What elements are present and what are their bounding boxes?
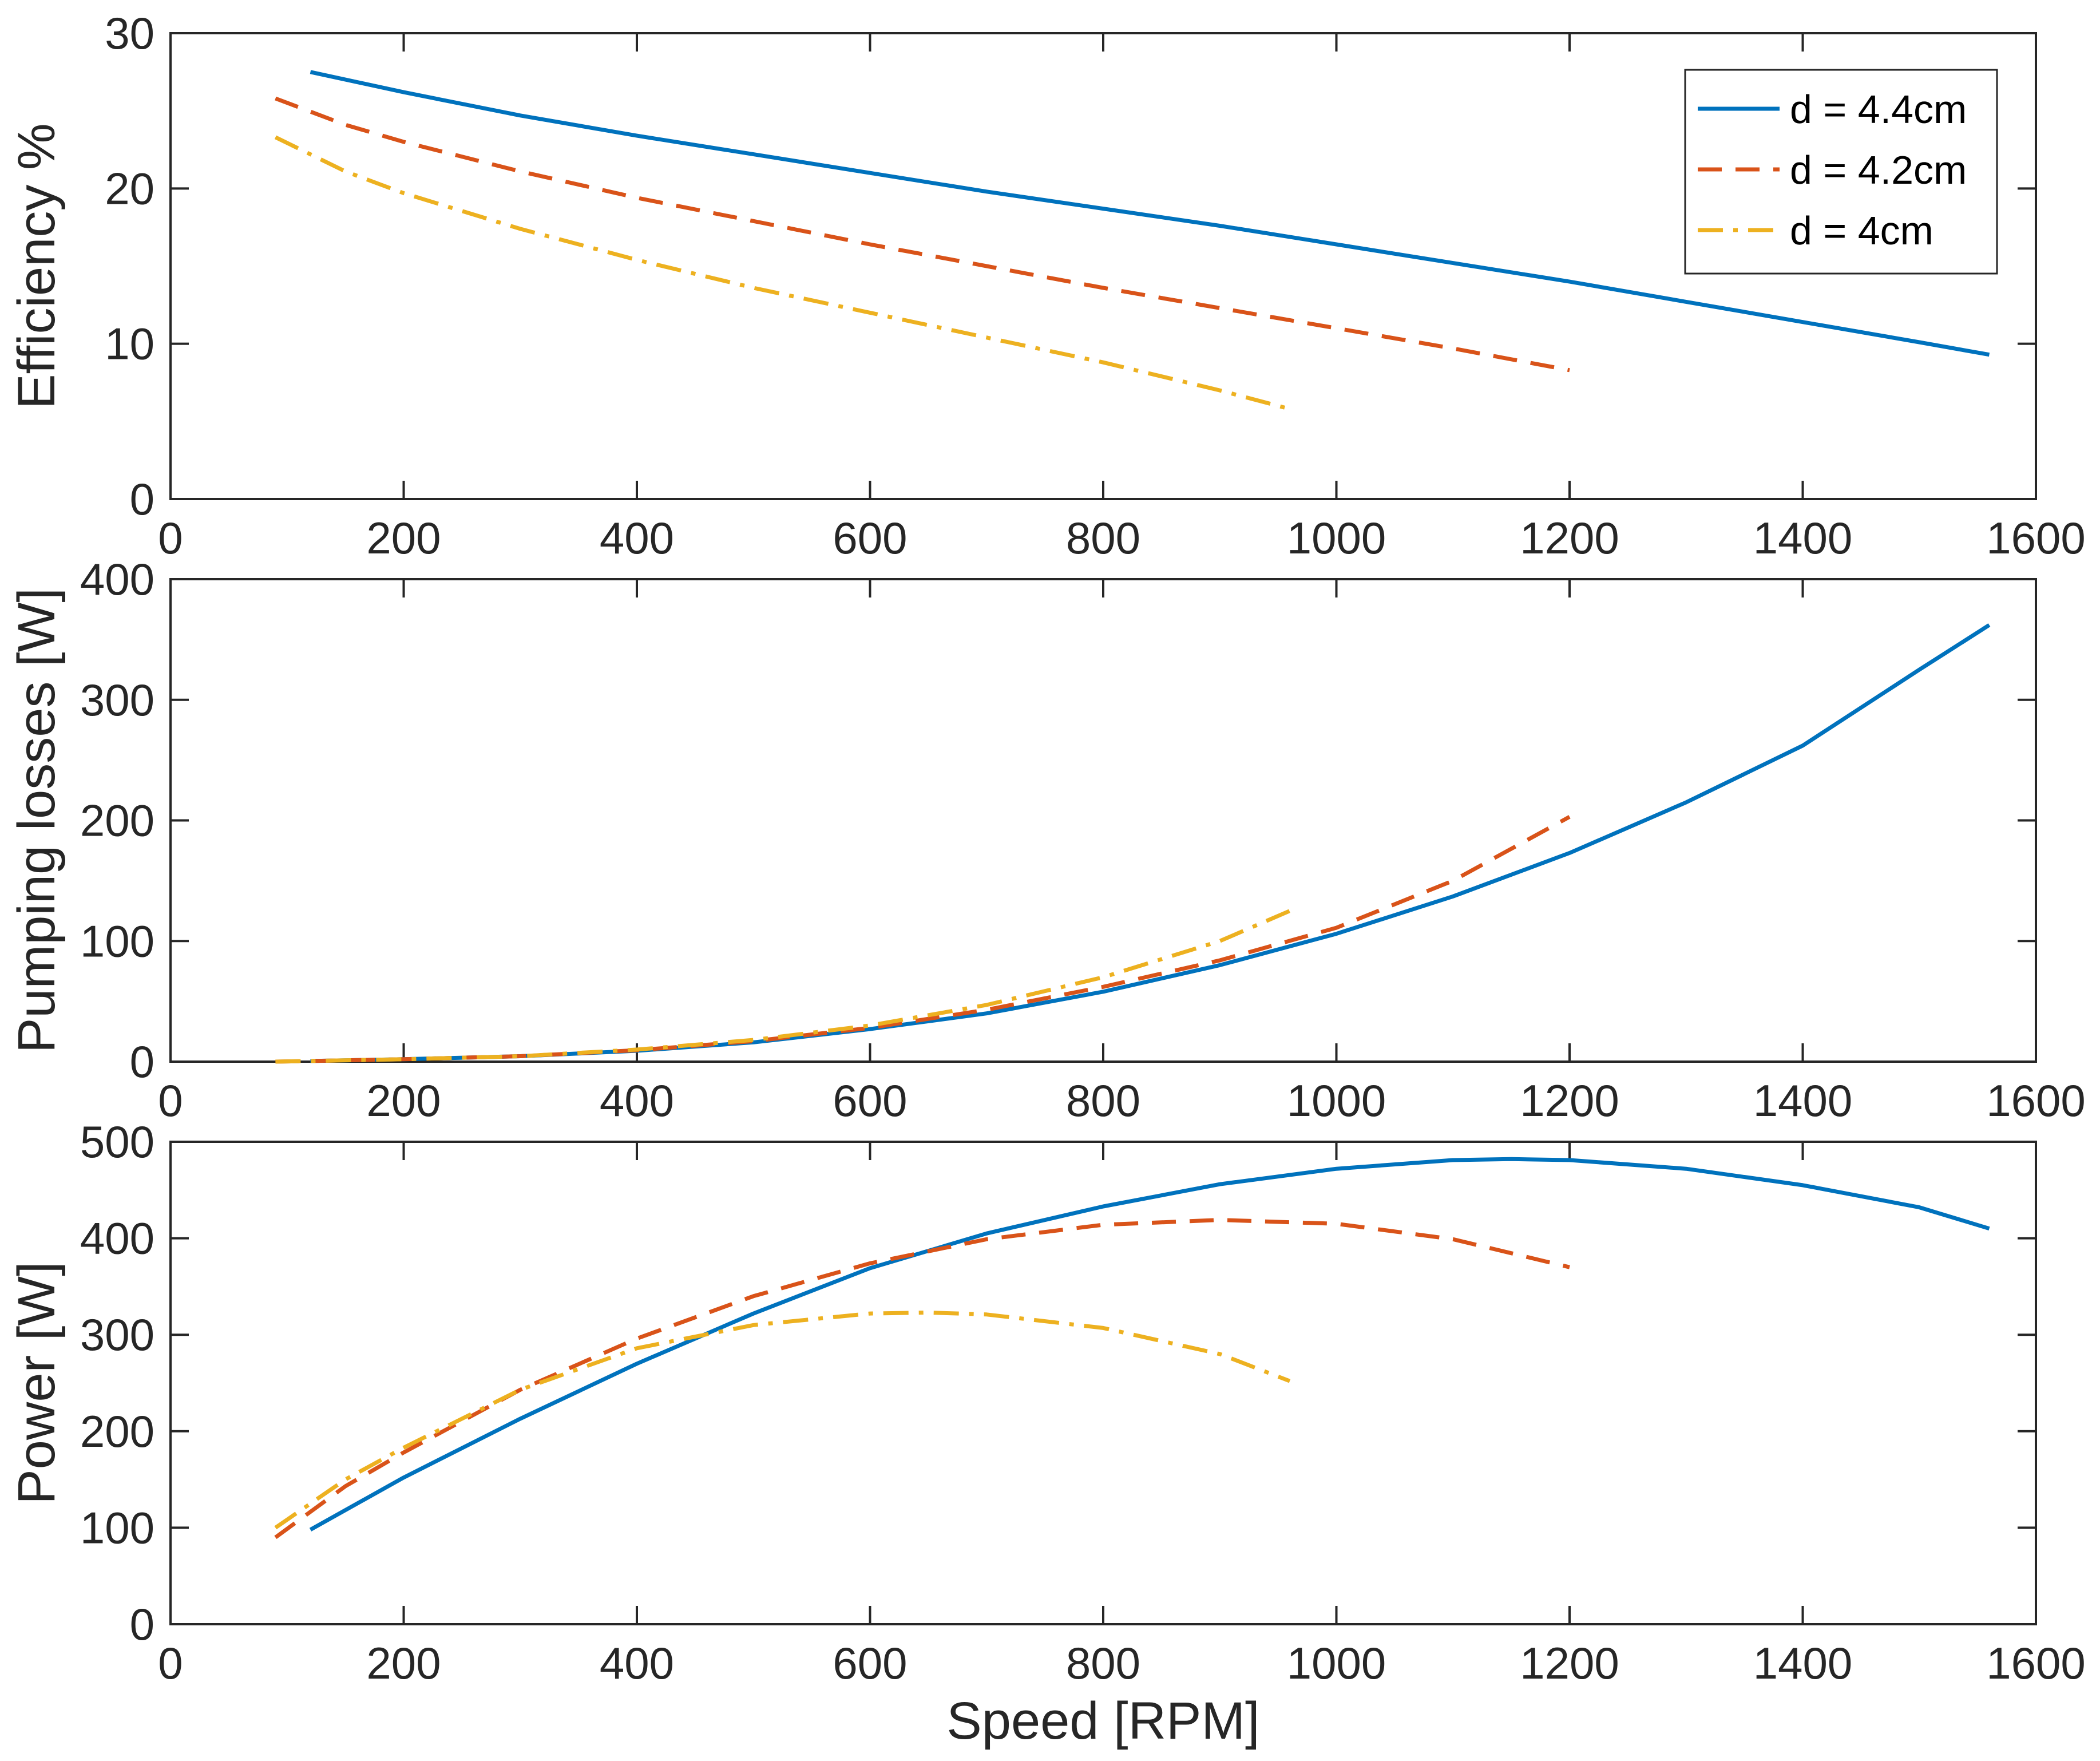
x-tick-label: 400 [600,1075,674,1126]
y-tick-label: 300 [80,1309,154,1360]
x-tick-label: 0 [158,1075,183,1126]
x-tick-label: 1000 [1287,1638,1386,1688]
x-tick-label: 800 [1066,1638,1140,1688]
x-tick-label: 0 [158,1638,183,1688]
x-tick-label: 1600 [1986,1638,2086,1688]
legend-label-2: d = 4.2cm [1790,148,1967,192]
y-tick-label: 200 [80,1406,154,1457]
x-tick-label: 400 [600,513,674,563]
y-tick-label: 100 [80,916,154,966]
x-tick-label: 1200 [1520,1075,1619,1126]
x-tick-label: 1200 [1520,1638,1619,1688]
x-tick-label: 600 [833,1075,907,1126]
series-line-2 [275,815,1571,1064]
y-tick-label: 0 [130,1599,154,1649]
x-axis-label: Speed [RPM] [946,1692,1259,1750]
y-tick-label: 400 [80,1213,154,1264]
y-tick-label: 400 [80,554,154,604]
x-tick-label: 800 [1066,513,1140,563]
legend-box [1684,69,1998,275]
y-tick-label: 100 [80,1502,154,1553]
x-tick-label: 1000 [1287,513,1386,563]
x-tick-label: 0 [158,513,183,563]
x-tick-label: 1200 [1520,513,1619,563]
y-tick-label: 200 [80,796,154,846]
x-tick-label: 600 [833,1638,907,1688]
y-tick-label: 10 [105,319,154,369]
series-line-3 [274,135,1290,411]
legend-label-3: d = 4cm [1790,208,1933,253]
y-tick-label: 0 [130,474,154,524]
series-line-1 [310,70,1990,357]
x-tick-label: 200 [366,1075,441,1126]
y-tick-label: 0 [130,1036,154,1087]
x-tick-label: 1600 [1986,513,2086,563]
y-tick-label: 300 [80,675,154,725]
x-tick-label: 400 [600,1638,674,1688]
y-axis-label: Pumping losses [W] [7,588,66,1053]
x-tick-label: 600 [833,513,907,563]
x-tick-label: 200 [366,513,441,563]
axes-box [169,578,2037,1063]
y-tick-label: 20 [105,163,154,213]
legend: d = 4.4cm d = 4.2cm d = 4cm [1684,69,1998,275]
series-line-2 [275,96,1570,373]
y-axis-label: Power [W] [7,1261,66,1504]
x-tick-label: 200 [366,1638,441,1688]
power-panel: 0 200 400 600 800 1000 1200 1400 1600 0 100 200 300 4… [7,1117,2086,1750]
x-tick-label: 1400 [1753,513,1853,563]
x-tick-label: 1000 [1287,1075,1386,1126]
y-axis-label: Efficiency % [7,123,66,409]
axes-box [169,1141,2037,1625]
x-tick-label: 1400 [1753,1075,1853,1126]
pumping-losses-panel: 0 200 400 600 800 1000 1200 1400 1600 0 100 200 300 4… [7,554,2086,1126]
x-tick-label: 800 [1066,1075,1140,1126]
efficiency-panel: 0 200 400 600 800 1000 1200 1400 1600 0 10 20 30 Effi… [7,8,2086,563]
series-line-3 [274,1310,1291,1530]
series-line-1 [309,1157,1990,1532]
y-tick-label: 500 [80,1117,154,1167]
legend-label-1: d = 4.4cm [1790,87,1967,132]
series-line-2 [274,1218,1570,1540]
x-tick-label: 1400 [1753,1638,1853,1688]
y-tick-label: 30 [105,8,154,58]
series-line-3 [275,909,1291,1064]
x-tick-label: 1600 [1986,1075,2086,1126]
